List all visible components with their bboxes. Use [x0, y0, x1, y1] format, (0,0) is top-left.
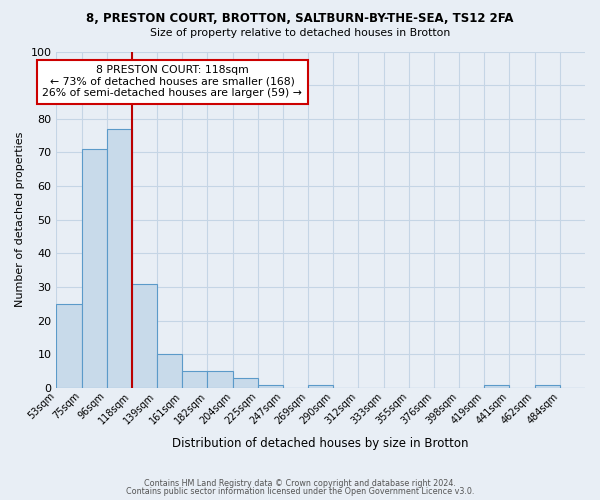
Text: Contains public sector information licensed under the Open Government Licence v3: Contains public sector information licen… — [126, 487, 474, 496]
Bar — [233, 378, 258, 388]
X-axis label: Distribution of detached houses by size in Brotton: Distribution of detached houses by size … — [172, 437, 469, 450]
Bar — [107, 129, 132, 388]
Text: 8, PRESTON COURT, BROTTON, SALTBURN-BY-THE-SEA, TS12 2FA: 8, PRESTON COURT, BROTTON, SALTBURN-BY-T… — [86, 12, 514, 26]
Bar — [308, 384, 333, 388]
Y-axis label: Number of detached properties: Number of detached properties — [15, 132, 25, 308]
Bar — [258, 384, 283, 388]
Bar — [182, 372, 208, 388]
Text: Contains HM Land Registry data © Crown copyright and database right 2024.: Contains HM Land Registry data © Crown c… — [144, 478, 456, 488]
Bar — [56, 304, 82, 388]
Bar — [484, 384, 509, 388]
Text: 8 PRESTON COURT: 118sqm
← 73% of detached houses are smaller (168)
26% of semi-d: 8 PRESTON COURT: 118sqm ← 73% of detache… — [42, 65, 302, 98]
Bar — [208, 372, 233, 388]
Text: Size of property relative to detached houses in Brotton: Size of property relative to detached ho… — [150, 28, 450, 38]
Bar — [157, 354, 182, 388]
Bar — [82, 149, 107, 388]
Bar — [132, 284, 157, 388]
Bar — [535, 384, 560, 388]
